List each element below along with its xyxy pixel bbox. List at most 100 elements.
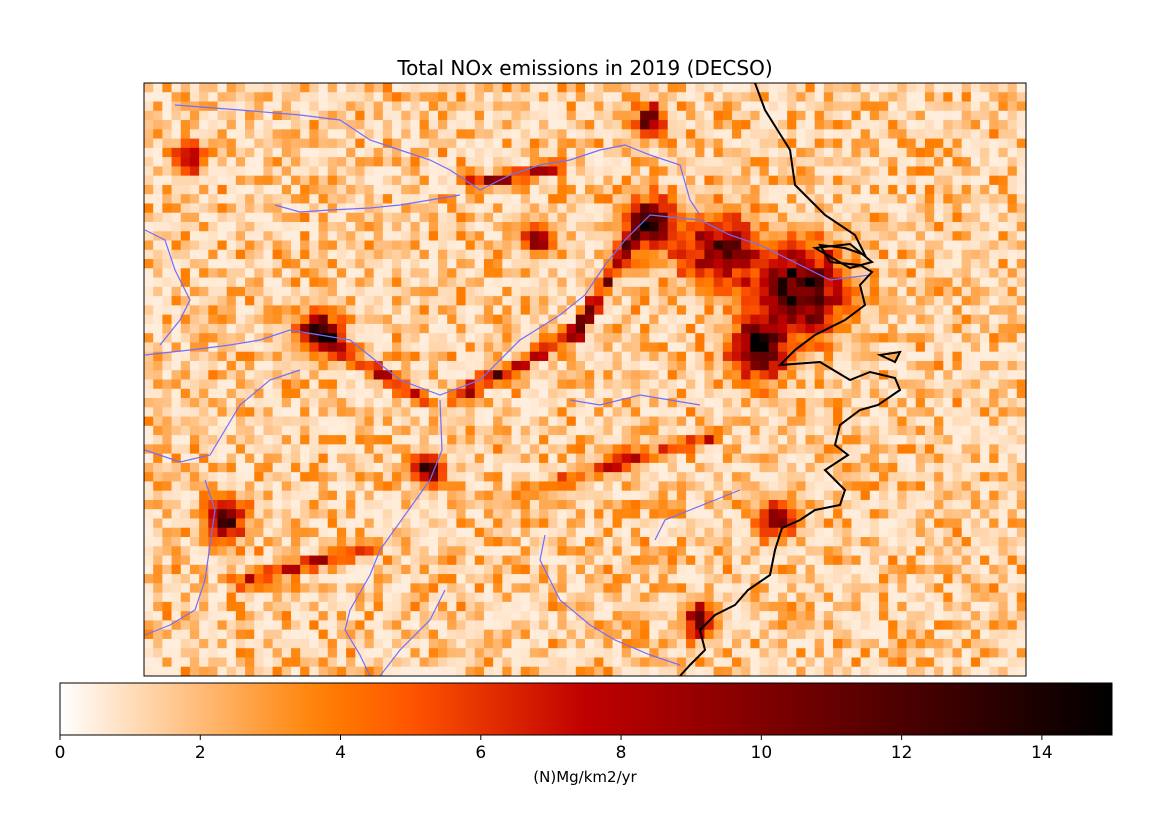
heatmap-cell xyxy=(318,147,329,158)
heatmap-cell xyxy=(787,240,797,251)
heatmap-cell xyxy=(640,527,650,538)
heatmap-cell xyxy=(410,101,421,112)
heatmap-cell xyxy=(621,249,632,260)
heatmap-cell xyxy=(373,259,384,269)
heatmap-cell xyxy=(373,370,384,380)
heatmap-cell xyxy=(373,555,384,566)
heatmap-cell xyxy=(897,388,907,399)
heatmap-cell xyxy=(529,203,540,214)
heatmap-cell xyxy=(823,499,834,510)
heatmap-cell xyxy=(961,305,972,316)
heatmap-cell xyxy=(566,138,577,149)
heatmap-cell xyxy=(291,360,301,371)
heatmap-cell xyxy=(419,398,430,408)
heatmap-cell xyxy=(263,481,274,492)
heatmap-cell xyxy=(686,138,696,149)
heatmap-cell xyxy=(667,490,678,501)
heatmap-cell xyxy=(493,555,503,566)
heatmap-cell xyxy=(465,221,476,232)
heatmap-cell xyxy=(401,537,411,547)
heatmap-cell xyxy=(199,120,209,130)
heatmap-cell xyxy=(208,221,218,232)
heatmap-cell xyxy=(603,435,613,445)
heatmap-cell xyxy=(952,259,963,269)
heatmap-cell xyxy=(796,277,806,288)
heatmap-cell xyxy=(447,472,457,482)
heatmap-cell xyxy=(943,527,953,538)
heatmap-cell xyxy=(254,286,264,297)
heatmap-cell xyxy=(364,453,375,464)
heatmap-cell xyxy=(465,249,476,260)
heatmap-cell xyxy=(401,194,411,204)
heatmap-cell xyxy=(961,351,972,362)
heatmap-cell xyxy=(474,360,485,371)
heatmap-cell xyxy=(382,435,393,445)
heatmap-cell xyxy=(961,453,972,464)
heatmap-cell xyxy=(566,147,577,158)
heatmap-cell xyxy=(970,249,981,260)
heatmap-cell xyxy=(373,537,384,547)
heatmap-cell xyxy=(980,499,990,510)
heatmap-cell xyxy=(952,120,963,130)
heatmap-cell xyxy=(428,509,439,519)
heatmap-cell xyxy=(548,83,558,93)
heatmap-cell xyxy=(557,462,568,473)
heatmap-cell xyxy=(842,129,852,139)
heatmap-cell xyxy=(796,518,806,529)
heatmap-cell xyxy=(153,472,163,482)
heatmap-cell xyxy=(759,231,770,241)
heatmap-cell xyxy=(851,221,862,232)
heatmap-cell xyxy=(263,509,274,519)
heatmap-cell xyxy=(410,120,421,130)
heatmap-cell xyxy=(952,221,963,232)
heatmap-cell xyxy=(649,166,659,177)
heatmap-cell xyxy=(392,323,402,334)
heatmap-cell xyxy=(419,249,430,260)
heatmap-cell xyxy=(1007,444,1018,455)
heatmap-cell xyxy=(667,184,678,195)
heatmap-cell xyxy=(879,490,889,501)
heatmap-cell xyxy=(373,194,384,204)
heatmap-cell xyxy=(897,490,907,501)
heatmap-cell xyxy=(667,379,678,390)
heatmap-cell xyxy=(805,157,816,167)
heatmap-cell xyxy=(373,360,384,371)
heatmap-cell xyxy=(272,323,283,334)
heatmap-cell xyxy=(428,555,439,566)
heatmap-cell xyxy=(980,286,990,297)
heatmap-cell xyxy=(741,166,751,177)
heatmap-cell xyxy=(1016,83,1027,93)
heatmap-cell xyxy=(511,323,522,334)
heatmap-cell xyxy=(630,509,641,519)
heatmap-cell xyxy=(686,259,696,269)
heatmap-cell xyxy=(980,425,990,436)
heatmap-cell xyxy=(915,546,926,556)
heatmap-cell xyxy=(438,360,448,371)
heatmap-cell xyxy=(520,296,531,306)
heatmap-cell xyxy=(539,157,549,167)
heatmap-cell xyxy=(235,453,246,464)
heatmap-cell xyxy=(318,157,329,167)
heatmap-cell xyxy=(1007,333,1018,343)
heatmap-cell xyxy=(465,305,476,316)
heatmap-cell xyxy=(208,296,218,306)
heatmap-cell xyxy=(768,388,779,399)
heatmap-cell xyxy=(428,453,439,464)
heatmap-cell xyxy=(621,407,632,417)
heatmap-cell xyxy=(520,537,531,547)
heatmap-cell xyxy=(796,147,806,158)
heatmap-cell xyxy=(502,231,512,241)
heatmap-cell xyxy=(465,212,476,223)
heatmap-cell xyxy=(318,425,329,436)
heatmap-cell xyxy=(502,370,512,380)
heatmap-cell xyxy=(557,175,568,186)
heatmap-cell xyxy=(254,499,264,510)
heatmap-cell xyxy=(474,537,485,547)
heatmap-cell xyxy=(585,499,595,510)
heatmap-cell xyxy=(851,157,862,167)
heatmap-cell xyxy=(575,129,586,139)
heatmap-cell xyxy=(410,555,421,566)
heatmap-cell xyxy=(263,166,274,177)
heatmap-cell xyxy=(851,509,862,519)
heatmap-cell xyxy=(1007,499,1018,510)
